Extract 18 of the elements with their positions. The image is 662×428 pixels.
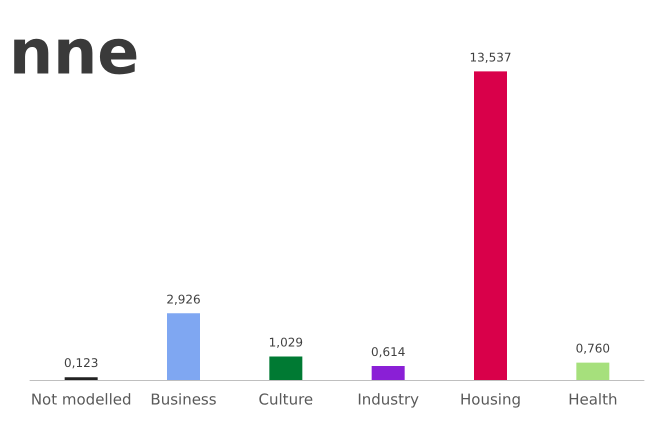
data-label: 1,029 (268, 336, 304, 350)
x-tick-label: Business (150, 390, 217, 408)
data-label: 0,760 (576, 342, 610, 356)
data-label: 0,614 (370, 345, 406, 359)
x-tick-label: Not modelled (30, 390, 132, 408)
chart-title: nne (9, 16, 140, 88)
x-tick-label: Culture (258, 390, 314, 408)
x-tick-label: Industry (357, 390, 420, 408)
bar (372, 366, 405, 380)
x-tick-label: Housing (460, 390, 521, 408)
bar (269, 356, 302, 380)
data-label: 2,926 (166, 292, 201, 306)
data-label: 0,123 (64, 356, 98, 370)
data-label: 13,537 (470, 50, 512, 64)
bar (167, 313, 200, 380)
bar (576, 362, 610, 380)
bar (474, 71, 507, 380)
x-tick-label: Health (568, 390, 618, 408)
